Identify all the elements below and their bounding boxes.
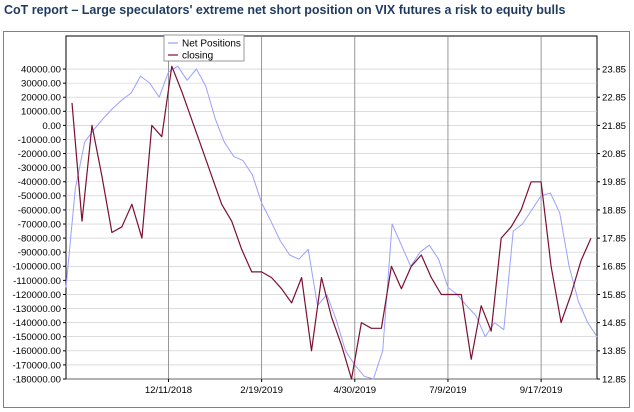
y-right-tick-label: 19.85 [602,177,626,188]
y-right-tick-label: 18.85 [602,205,626,216]
y-left-tick-label: -170000.00 [12,360,61,371]
y-left-tick-label: -110000.00 [13,276,61,287]
y-right-tick-label: 21.85 [602,121,626,132]
y-left-tick-label: -20000.00 [18,149,61,160]
outer-frame [3,31,630,408]
closing-line [71,65,592,380]
y-left-tick-label: -10000.00 [18,135,61,146]
y-right-tick-label: 20.85 [602,149,626,160]
y-right-tick-label: 13.85 [602,346,626,357]
y-left-tick-label: -70000.00 [18,219,61,230]
chart-title: CoT report – Large speculators' extreme … [4,3,566,17]
y-left-tick-label: -40000.00 [18,177,61,188]
grid-lines [66,36,597,380]
plot-area [3,31,630,408]
y-left-tick-label: 40000.00 [21,64,61,75]
y-left-tick-label: -60000.00 [18,205,61,216]
y-left-tick-label: -100000.00 [12,262,61,273]
y-left-tick-label: -50000.00 [18,191,61,202]
x-tick-label: 2/19/2019 [240,385,283,396]
legend-label: Net Positions [182,39,241,50]
y-right-tick-label: 17.85 [602,234,626,245]
y-right-tick-label: 22.85 [602,93,626,104]
y-left-tick-label: -90000.00 [18,248,61,259]
y-left-tick-label: -160000.00 [12,346,61,357]
series-lines [65,65,598,380]
y-right-tick-label: 14.85 [602,318,626,329]
y-left-tick-label: -30000.00 [18,163,61,174]
y-right-tick-label: 16.85 [602,262,626,273]
x-tick-label: 12/11/2018 [145,385,192,396]
y-right-tick-label: 23.85 [602,64,626,75]
y-left-tick-label: -130000.00 [12,304,61,315]
y-right-tick-label: 12.85 [602,374,626,385]
y-left-tick-label: 0.00 [42,121,61,132]
y-left-tick-label: -140000.00 [12,318,61,329]
x-tick-label: 7/9/2019 [429,385,466,396]
legend-box [163,34,245,62]
y-left-tick-label: -80000.00 [18,234,61,245]
axes: 40000.00 30000.00 20000.00 10000.00 0.00 -100… [12,64,626,396]
legend-label: closing [182,51,213,62]
plot-frame [65,35,598,380]
y-left-tick-label: 10000.00 [21,107,61,118]
y-left-tick-label: -120000.00 [12,290,61,301]
y-left-tick-label: -150000.00 [12,332,61,343]
y-left-tick-label: 30000.00 [21,79,61,90]
y-left-tick-label: -180000.00 [12,374,61,385]
y-right-tick-label: 15.85 [602,290,626,301]
y-left-tick-label: 20000.00 [21,93,61,104]
x-tick-label: 4/30/2019 [333,385,376,396]
net-positions-line [65,65,598,380]
x-tick-label: 9/17/2019 [520,385,563,396]
